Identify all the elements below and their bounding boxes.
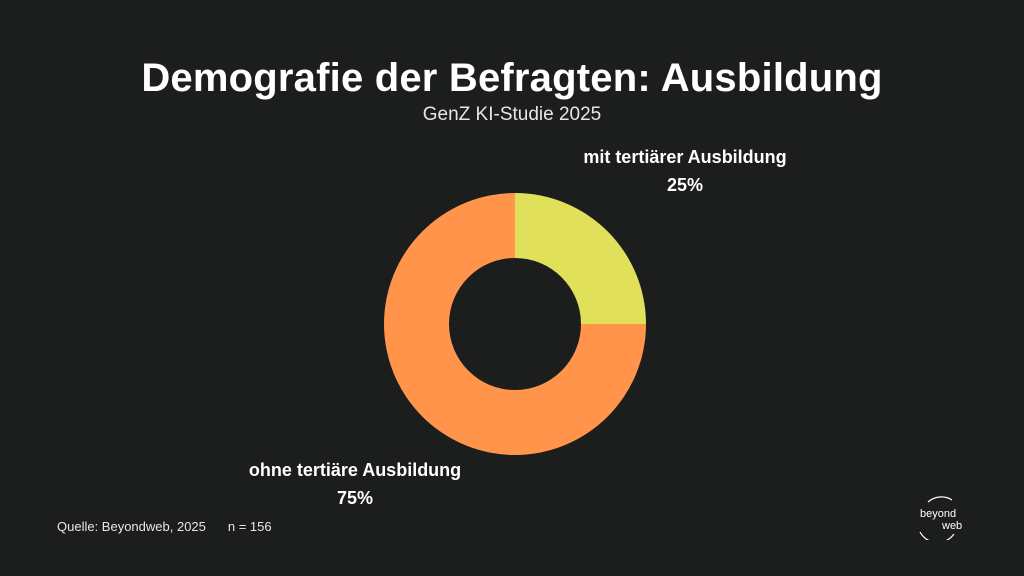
page-title: Demografie der Befragten: Ausbildung xyxy=(141,56,883,100)
donut-slice-tertiary xyxy=(515,193,646,324)
sample-size: n = 156 xyxy=(227,519,272,534)
source-note: Quelle: Beyondweb, 2025 n = 156 xyxy=(57,519,272,534)
page-subtitle: GenZ KI-Studie 2025 xyxy=(422,104,602,125)
slice-label-non-tertiary-value: 75% xyxy=(336,488,374,508)
slice-label-non-tertiary-category: ohne tertiäre Ausbildung xyxy=(248,460,462,480)
logo-text-line2: web xyxy=(942,520,963,532)
slice-label-tertiary-value: 25% xyxy=(666,175,704,195)
donut-slice-non-tertiary xyxy=(384,193,646,455)
slice-label-tertiary-category: mit tertiärer Ausbildung xyxy=(583,147,787,167)
beyondweb-logo: beyond web xyxy=(910,494,970,544)
slice-label-non-tertiary: ohne tertiäre Ausbildung 75% xyxy=(200,456,510,512)
source-text: Quelle: Beyondweb, 2025 xyxy=(57,519,206,534)
slice-label-tertiary: mit tertiärer Ausbildung 25% xyxy=(530,143,840,199)
logo-text-line1: beyond xyxy=(920,508,957,520)
